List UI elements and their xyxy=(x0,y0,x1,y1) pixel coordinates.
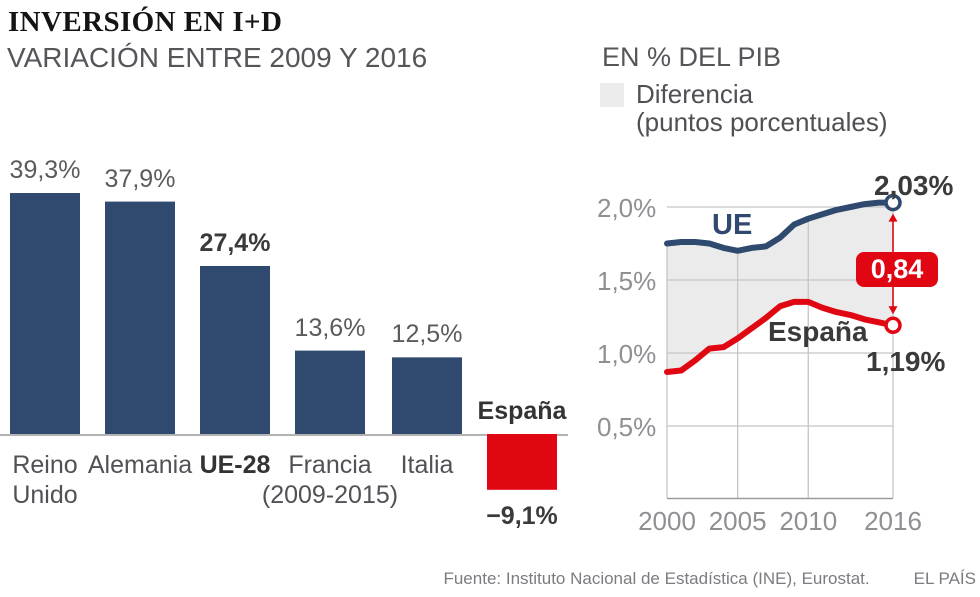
legend-label-line2: (puntos porcentuales) xyxy=(636,107,888,137)
bar-category-label: UE-28 xyxy=(199,451,271,479)
bar-3 xyxy=(295,350,365,434)
x-tick-label: 2000 xyxy=(638,506,696,536)
ue-line xyxy=(664,199,896,254)
bar-1 xyxy=(105,201,175,434)
bar-category-label: (2009-2015) xyxy=(261,481,399,509)
legend-label-line1: Diferencia xyxy=(636,79,754,109)
legend: Diferencia (puntos porcentuales) xyxy=(600,80,887,136)
y-tick-label: 1,5% xyxy=(597,266,657,296)
bar-0 xyxy=(10,193,80,434)
difference-value-badge: 0,84 xyxy=(856,252,938,287)
x-tick-label: 2005 xyxy=(708,506,767,536)
bar-category-label: Francia xyxy=(288,451,372,479)
bar-value-label: 13,6% xyxy=(294,313,366,342)
bar-2 xyxy=(200,265,270,434)
bar-5 xyxy=(487,434,557,490)
footer: Fuente: Instituto Nacional de Estadístic… xyxy=(0,569,976,589)
line-chart xyxy=(664,193,902,500)
y-tick-label: 2,0% xyxy=(597,193,657,223)
bar-chart xyxy=(0,193,568,490)
difference-area-swatch xyxy=(600,83,624,107)
page-title: INVERSIÓN EN I+D xyxy=(8,6,283,38)
bar-category-label: Unido xyxy=(12,481,78,509)
y-tick-label: 1,0% xyxy=(597,339,657,369)
x-tick-label: 2010 xyxy=(779,506,838,536)
x-tick-label: 2016 xyxy=(864,506,922,536)
bar-category-label: España xyxy=(477,397,567,425)
legend-label: Diferencia (puntos porcentuales) xyxy=(636,80,887,136)
bar-category-label: Reino xyxy=(12,451,78,479)
difference-arrow-up xyxy=(888,213,898,222)
espana-series-label: España xyxy=(768,316,868,347)
bar-value-label: 39,3% xyxy=(9,156,81,184)
espana-end-value-label: 1,19% xyxy=(866,346,946,377)
bar-category-label: Italia xyxy=(400,451,454,479)
y-tick-label: 0,5% xyxy=(597,412,657,442)
bar-value-label: −9,1% xyxy=(486,501,558,530)
bar-value-label: 12,5% xyxy=(391,320,463,349)
source-note: Fuente: Instituto Nacional de Estadístic… xyxy=(443,569,870,588)
bar-value-label: 37,9% xyxy=(104,164,176,193)
espana-line xyxy=(664,298,896,375)
difference-arrow-down xyxy=(888,306,898,315)
ue-series-label: UE xyxy=(712,209,753,241)
ue-end-value-label: 2,03% xyxy=(874,170,954,201)
ue-endpoint-marker xyxy=(884,193,902,212)
bar-category-label: Alemania xyxy=(87,451,193,479)
bar-value-label: 27,4% xyxy=(199,228,271,257)
bar-chart-subtitle: VARIACIÓN ENTRE 2009 Y 2016 xyxy=(7,42,428,73)
brand-label: EL PAÍS xyxy=(913,569,976,588)
bar-4 xyxy=(392,357,462,434)
line-chart-title: EN % DEL PIB xyxy=(602,42,782,72)
espana-endpoint-marker xyxy=(884,316,902,335)
difference-area xyxy=(667,202,893,372)
